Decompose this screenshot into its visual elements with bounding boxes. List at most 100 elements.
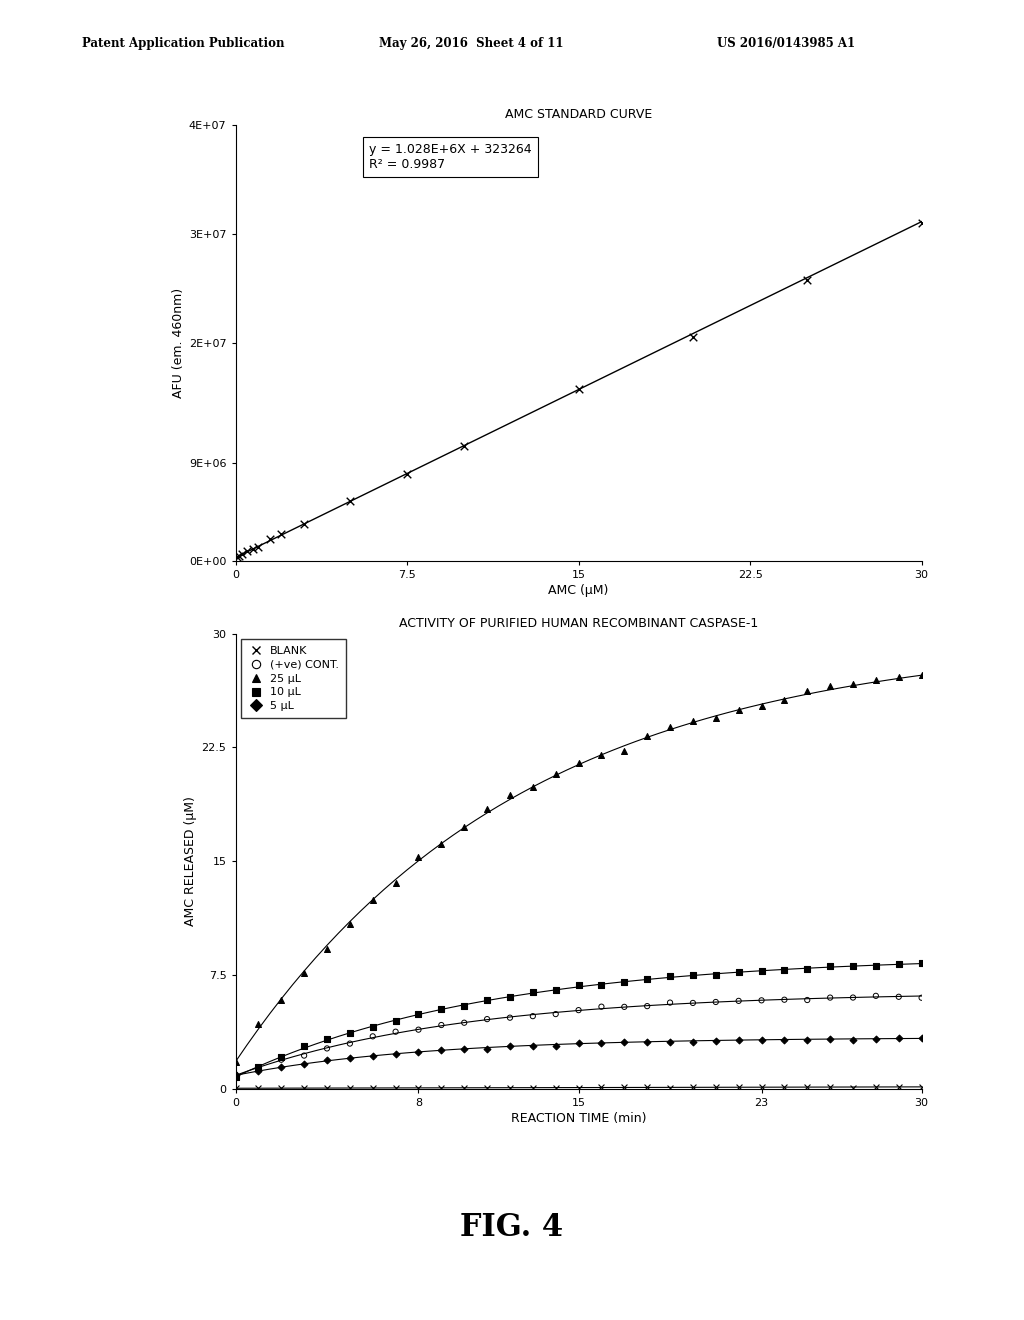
Point — [318, 1028, 335, 1049]
Point — [822, 987, 839, 1008]
Point — [754, 1076, 770, 1097]
Point — [867, 985, 884, 1006]
Point — [754, 990, 770, 1011]
Point — [891, 953, 907, 974]
Point — [639, 995, 655, 1016]
Point — [776, 989, 793, 1010]
Point — [616, 1077, 633, 1098]
Point — [524, 777, 541, 799]
Point — [365, 1016, 381, 1038]
Point — [296, 962, 312, 983]
Point — [822, 954, 839, 975]
Point — [365, 1026, 381, 1047]
Point — [913, 1027, 930, 1048]
Point — [891, 667, 907, 688]
Point — [342, 1048, 358, 1069]
Point — [822, 1077, 839, 1098]
Point — [593, 1032, 609, 1053]
Point — [593, 974, 609, 995]
Text: Patent Application Publication: Patent Application Publication — [82, 37, 285, 50]
Text: y = 1.028E+6X + 323264
R² = 0.9987: y = 1.028E+6X + 323264 R² = 0.9987 — [370, 143, 531, 170]
Point — [411, 1041, 427, 1063]
Point — [456, 995, 472, 1016]
Point — [913, 953, 930, 974]
Point — [479, 1008, 496, 1030]
Point — [342, 490, 358, 511]
Point — [296, 1045, 312, 1067]
Point — [433, 834, 450, 855]
Point — [411, 1077, 427, 1098]
Point — [570, 974, 587, 995]
Point — [227, 1052, 244, 1073]
Point — [662, 717, 678, 738]
Point — [273, 989, 290, 1010]
X-axis label: AMC (μM): AMC (μM) — [549, 585, 608, 597]
Point — [616, 997, 633, 1018]
Point — [845, 673, 861, 694]
Point — [685, 965, 701, 986]
Point — [524, 1006, 541, 1027]
Point — [685, 993, 701, 1014]
Point — [548, 1035, 564, 1056]
Point — [524, 1036, 541, 1057]
Point — [479, 1038, 496, 1059]
Point — [227, 1067, 244, 1088]
Point — [365, 1077, 381, 1098]
Point — [639, 725, 655, 746]
Point — [250, 1014, 266, 1035]
Point — [708, 708, 724, 729]
Point — [318, 1038, 335, 1059]
Point — [708, 991, 724, 1012]
Point — [342, 1077, 358, 1098]
Point — [891, 1076, 907, 1097]
Point — [399, 463, 416, 484]
Legend: BLANK, (+ve) CONT., 25 μL, 10 μL, 5 μL: BLANK, (+ve) CONT., 25 μL, 10 μL, 5 μL — [241, 639, 346, 718]
Point — [365, 1045, 381, 1067]
Point — [845, 956, 861, 977]
Point — [239, 540, 255, 561]
Point — [548, 764, 564, 785]
Point — [342, 1023, 358, 1044]
Point — [639, 1031, 655, 1052]
Point — [502, 1077, 518, 1098]
Point — [754, 960, 770, 981]
Point — [913, 1077, 930, 1098]
Point — [570, 379, 587, 400]
Point — [548, 1003, 564, 1024]
Point — [754, 696, 770, 717]
Point — [433, 1077, 450, 1098]
Point — [262, 528, 279, 549]
Point — [318, 1077, 335, 1098]
Point — [387, 1043, 403, 1064]
Point — [479, 799, 496, 820]
Title: ACTIVITY OF PURIFIED HUMAN RECOMBINANT CASPASE-1: ACTIVITY OF PURIFIED HUMAN RECOMBINANT C… — [399, 616, 758, 630]
Y-axis label: AMC RELEASED (μM): AMC RELEASED (μM) — [184, 796, 198, 927]
Point — [234, 543, 251, 564]
Point — [411, 1019, 427, 1040]
Point — [227, 1077, 244, 1098]
Point — [593, 997, 609, 1018]
Point — [296, 1035, 312, 1056]
Point — [662, 1031, 678, 1052]
Point — [799, 680, 815, 701]
Point — [456, 1039, 472, 1060]
Point — [730, 1077, 746, 1098]
Point — [616, 741, 633, 762]
Point — [250, 1056, 266, 1077]
X-axis label: REACTION TIME (min): REACTION TIME (min) — [511, 1113, 646, 1125]
Title: AMC STANDARD CURVE: AMC STANDARD CURVE — [505, 108, 652, 121]
Point — [799, 269, 815, 290]
Point — [502, 784, 518, 805]
Point — [570, 1077, 587, 1098]
Point — [730, 700, 746, 721]
Point — [227, 1065, 244, 1086]
Point — [845, 987, 861, 1008]
Point — [891, 1027, 907, 1048]
Point — [411, 1003, 427, 1024]
Point — [227, 1064, 244, 1085]
Point — [524, 981, 541, 1002]
Point — [411, 846, 427, 867]
Point — [867, 956, 884, 977]
Point — [639, 1077, 655, 1098]
Point — [273, 1049, 290, 1071]
